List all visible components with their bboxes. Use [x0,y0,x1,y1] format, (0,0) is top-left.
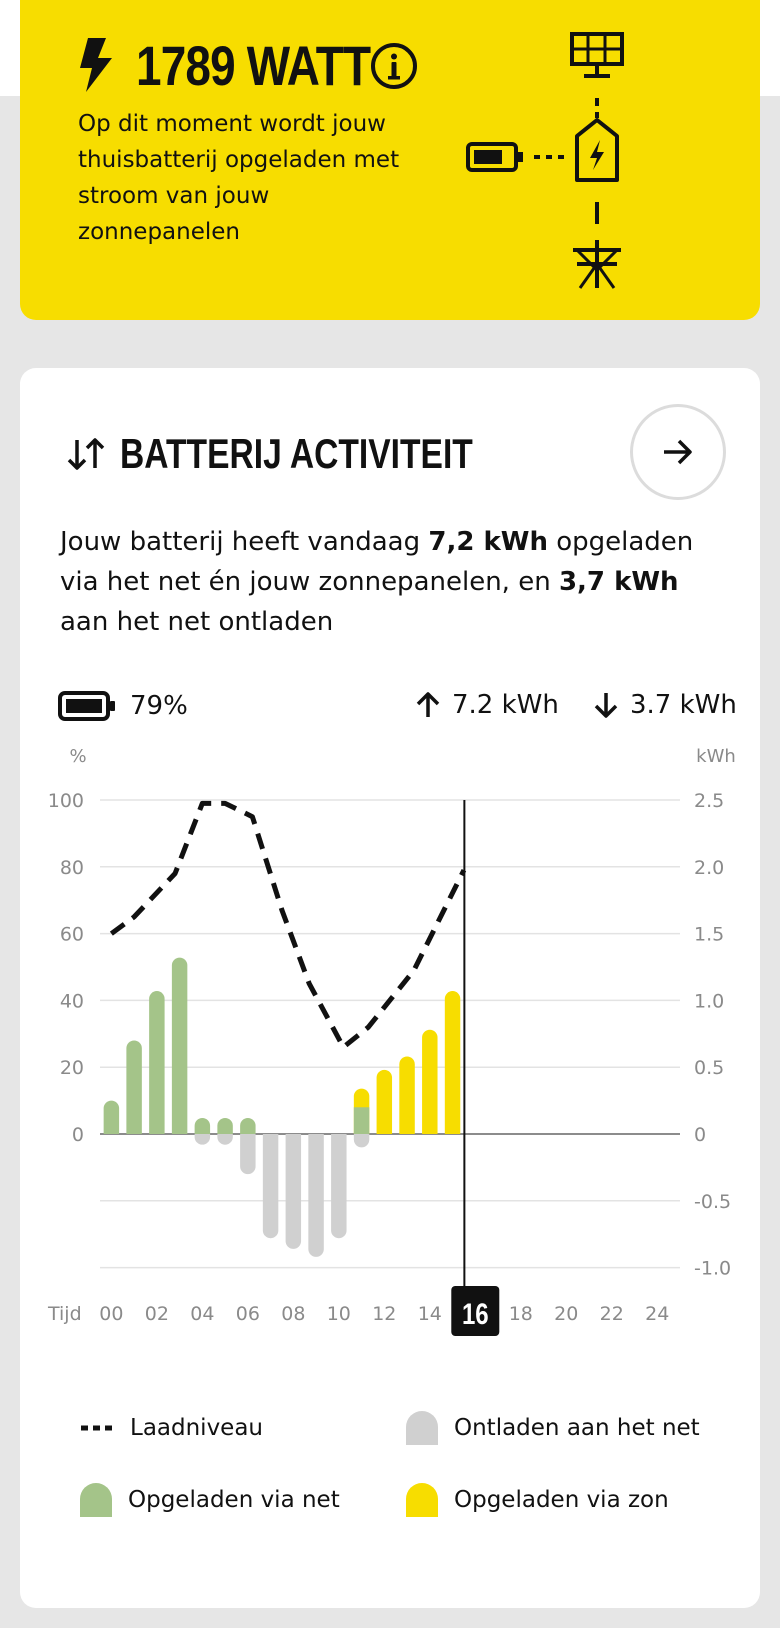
bar-via-zon [422,1029,438,1134]
bar-via-net [126,1040,142,1134]
energy-flow-diagram [466,32,624,289]
right-unit-label: kWh [696,748,736,767]
chart-legend: Laadniveau Ontladen aan het net Opgelade… [20,1408,760,1568]
bar-via-net [103,1100,120,1134]
battery-level-stat: 79% [58,690,188,722]
bar-ontladen [194,1134,211,1145]
right-tick-label: 1.0 [694,990,724,1012]
arrow-down-icon [594,693,618,718]
bar-ontladen [353,1134,370,1148]
left-tick-label: 20 [60,1057,84,1079]
legend-item-via-zon: Opgeladen via zon [406,1480,669,1520]
card-title: BATTERIJ ACTIVITEIT [120,430,473,477]
right-tick-label: 2.5 [694,790,724,812]
x-tick-label: 12 [372,1303,396,1325]
right-tick-label: -1.0 [694,1258,731,1280]
x-tick-label: 02 [145,1303,169,1325]
desc-part-3: aan het net ontladen [60,607,334,637]
x-tick-label: 06 [236,1303,260,1325]
status-description: Op dit moment wordt jouw thuisbatterij o… [78,111,400,245]
x-axis-label: Tijd [47,1303,82,1325]
discharged-value: 3.7 kWh [630,690,737,720]
current-hour-label: 16 [462,1296,489,1330]
legend-item-laadniveau: Laadniveau [80,1408,263,1448]
charged-amount: 7,2 kWh [428,527,548,557]
left-tick-label: 100 [48,790,84,812]
charged-value: 7.2 kWh [452,690,559,720]
power-header: 1789 WATT [76,30,422,100]
battery-activity-card: BATTERIJ ACTIVITEIT Jouw batterij heeft … [20,368,760,1608]
bar-ontladen [308,1134,324,1257]
desc-part-2: opgeladen via het net én jouw zonnepanel… [60,527,694,597]
bar-via-net [171,957,188,1134]
swap-arrows-icon [67,438,105,470]
bar-via-zon [376,1069,393,1134]
right-tick-label: 1.5 [694,924,724,946]
green-swatch [80,1483,112,1517]
bar-ontladen [240,1134,256,1175]
legend-item-via-net: Opgeladen via net [80,1480,340,1520]
grey-swatch [406,1411,438,1445]
x-tick-label: 18 [509,1303,533,1325]
battery-level-value: 79% [130,691,188,721]
left-tick-label: 0 [72,1124,84,1146]
x-tick-label: 04 [190,1303,214,1325]
details-button[interactable] [630,404,726,500]
legend-label: Ontladen aan het net [454,1415,700,1441]
battery-activity-chart: % kWh2.52.01.51.00.50-0.5-1.0100806040200… [47,748,736,1336]
right-tick-label: 0.5 [694,1057,724,1079]
discharged-amount: 3,7 kWh [558,567,679,597]
bar-via-net [194,1117,211,1134]
legend-label: Opgeladen via zon [454,1487,669,1513]
left-tick-label: 40 [60,990,84,1012]
arrow-up-icon [416,692,440,717]
arrow-right-icon [664,439,692,465]
right-tick-label: 2.0 [694,857,724,879]
legend-item-ontladen: Ontladen aan het net [406,1408,700,1448]
left-tick-label: 80 [60,857,84,879]
info-icon[interactable] [370,42,418,90]
battery-icon [58,691,115,721]
discharged-stat: 3.7 kWh [594,690,737,720]
x-tick-label: 10 [327,1303,351,1325]
dashed-line-swatch [81,1425,113,1431]
right-tick-label: 0 [694,1124,706,1146]
bar-via-net [217,1117,233,1134]
solar-panel-icon [570,32,624,78]
desc-part-1: Jouw batterij heeft vandaag [60,527,429,557]
bar-ontladen [262,1134,279,1239]
x-tick-label: 24 [645,1303,669,1325]
bar-ontladen [285,1134,302,1249]
power-grid-icon [573,240,621,289]
card-header: BATTERIJ ACTIVITEIT [66,424,561,484]
x-tick-label: 00 [99,1303,123,1325]
home-charging-icon [575,118,619,182]
bar-ontladen [217,1134,233,1145]
battery-icon [466,142,523,172]
activity-description: Jouw batterij heeft vandaag 7,2 kWh opge… [60,522,720,642]
legend-label: Laadniveau [130,1415,264,1441]
charged-stat: 7.2 kWh [416,690,559,720]
x-tick-label: 08 [281,1303,305,1325]
laadniveau-line [109,800,467,1050]
x-tick-label: 22 [600,1303,624,1325]
current-hour-badge [451,1286,500,1336]
status-banner: 1789 WATT Op dit moment wordt jouw thuis… [20,0,760,320]
bar-via-zon [399,1056,415,1134]
bar-via-net [240,1117,256,1134]
bar-via-zon [444,991,461,1134]
bar-via-net [353,1107,370,1134]
legend-label: Opgeladen via net [128,1487,340,1513]
x-tick-label: 20 [554,1303,578,1325]
x-tick-label: 14 [418,1303,442,1325]
stats-row: 79% 7.2 kWh 3.7 kWh [58,690,738,730]
left-tick-label: 60 [60,924,84,946]
right-tick-label: -0.5 [694,1191,731,1213]
power-value: 1789 WATT [136,33,371,97]
bar-via-net [149,991,165,1134]
bolt-icon [80,38,112,92]
bar-ontladen [331,1134,347,1239]
left-unit-label: % [69,748,86,767]
yellow-swatch [406,1483,438,1517]
